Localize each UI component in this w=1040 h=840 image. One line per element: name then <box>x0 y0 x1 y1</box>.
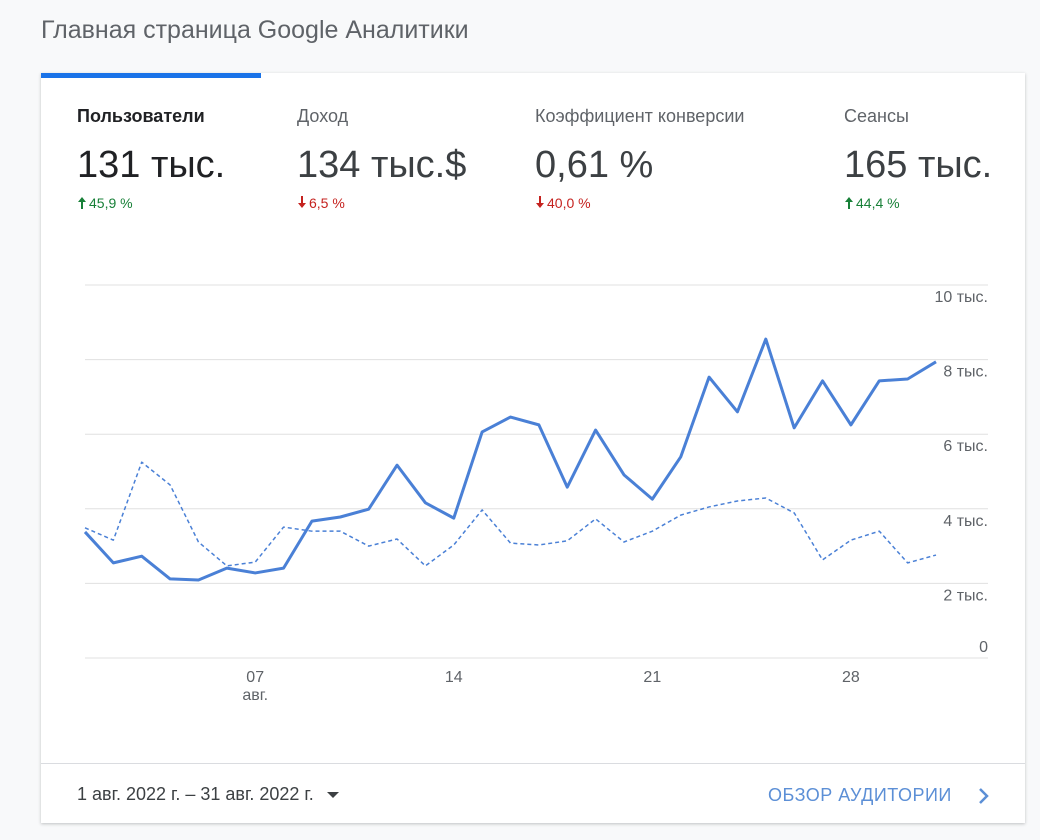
y-tick-label: 8 тыс. <box>943 364 988 381</box>
metric-value[interactable]: 131 тыс. <box>77 144 226 186</box>
metric-label[interactable]: Доход <box>297 106 349 126</box>
metric-value[interactable]: 165 тыс. <box>844 144 993 186</box>
x-tick-label: 14 <box>445 669 463 686</box>
metric-label[interactable]: Пользователи <box>77 106 205 126</box>
change-text: 44,4 % <box>856 195 900 211</box>
metric-value[interactable]: 134 тыс.$ <box>297 144 467 186</box>
change-text: 45,9 % <box>89 195 133 211</box>
x-tick-label: 21 <box>643 669 661 686</box>
audience-link[interactable]: ОБЗОР АУДИТОРИИ <box>768 785 991 806</box>
date-range-text[interactable]: 1 авг. 2022 г. – 31 авг. 2022 г. <box>77 784 314 804</box>
x-month-label: авг. <box>242 687 268 704</box>
change-arrow <box>845 197 853 209</box>
series-line <box>84 461 937 567</box>
metric-label[interactable]: Сеансы <box>844 106 909 126</box>
chevron-icon[interactable] <box>977 787 991 805</box>
y-tick-label: 4 тыс. <box>943 513 988 530</box>
metric-value[interactable]: 0,61 % <box>535 144 654 186</box>
metric-change: 45,9 % <box>77 195 133 211</box>
active-tab-indicator <box>41 73 261 78</box>
dropdown-icon[interactable] <box>326 790 341 800</box>
change-text: 40,0 % <box>547 195 591 211</box>
metric-change: 40,0 % <box>535 195 591 211</box>
metric-label[interactable]: Коэффициент конверсии <box>535 106 745 126</box>
y-tick-label: 6 тыс. <box>943 438 988 455</box>
x-tick-label: 07 <box>246 669 264 686</box>
change-arrow <box>298 196 306 208</box>
change-arrow <box>78 197 86 209</box>
card <box>41 73 1025 823</box>
y-tick-label: 2 тыс. <box>943 587 988 604</box>
series-line <box>83 337 937 582</box>
page-title: Главная страница Google Аналитики <box>41 16 469 44</box>
metric-change: 44,4 % <box>844 195 900 211</box>
change-arrow <box>536 196 544 208</box>
date-range[interactable]: 1 авг. 2022 г. – 31 авг. 2022 г. <box>77 784 341 805</box>
x-tick-label: 28 <box>842 669 860 686</box>
y-tick-label: 10 тыс. <box>934 289 988 306</box>
audience-link-text[interactable]: ОБЗОР АУДИТОРИИ <box>768 785 952 805</box>
metric-change: 6,5 % <box>297 195 345 211</box>
divider <box>41 763 1025 764</box>
y-tick-label: 0 <box>979 639 988 656</box>
change-text: 6,5 % <box>309 195 345 211</box>
